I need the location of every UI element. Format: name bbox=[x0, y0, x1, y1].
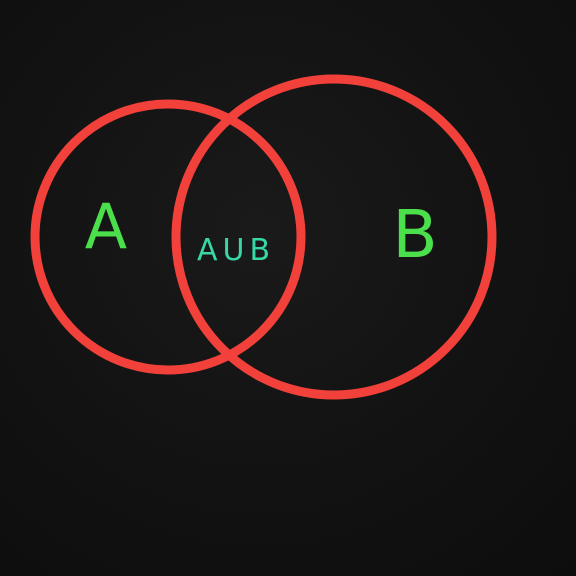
set-a-label: A bbox=[85, 190, 127, 263]
circle-set-a bbox=[30, 99, 306, 375]
set-b-label: B bbox=[392, 196, 437, 273]
intersection-label: AUB bbox=[197, 233, 275, 268]
circle-set-b bbox=[171, 74, 497, 400]
